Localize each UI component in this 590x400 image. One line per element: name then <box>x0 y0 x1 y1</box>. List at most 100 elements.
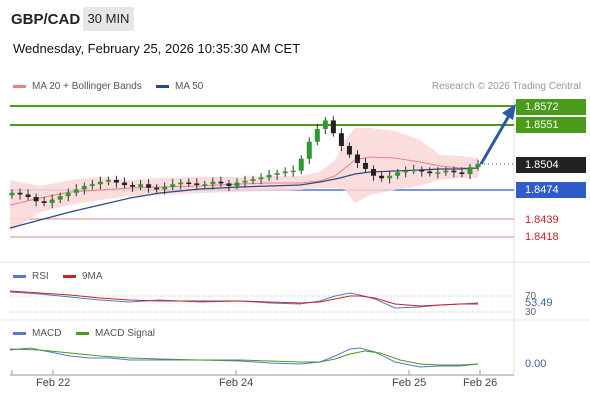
candle-body <box>73 189 79 193</box>
legend-macd-signal-label: MACD Signal <box>95 328 156 339</box>
rsi-tick-70: 70 <box>525 291 537 302</box>
candle-body <box>105 180 111 182</box>
legend-macd-signal: MACD Signal <box>76 328 155 339</box>
pivot-label: 1.8474 <box>516 182 586 198</box>
candle-body <box>419 169 425 172</box>
candle-body <box>25 194 31 198</box>
legend-ma20-bollinger: MA 20 + Bollinger Bands <box>13 81 142 92</box>
candle-body <box>290 170 296 173</box>
candle-body <box>411 169 417 172</box>
macd-signal-swatch <box>76 332 89 335</box>
candle-body <box>194 183 200 186</box>
current-price-label: 1.8504 <box>516 157 586 173</box>
symbol-title: GBP/CAD <box>11 11 81 28</box>
candle-body <box>387 175 393 179</box>
rsi-value: 53.49 <box>525 297 553 309</box>
candle-body <box>81 185 87 190</box>
candle-body <box>298 158 304 171</box>
candle-body <box>266 174 272 178</box>
candle-body <box>97 181 103 185</box>
candle-body <box>170 184 176 187</box>
candle-body <box>258 177 264 180</box>
x-label-feb26: Feb 26 <box>463 377 498 389</box>
projection-arrow-head <box>502 104 516 120</box>
candle-body <box>178 182 184 185</box>
candle-body <box>41 201 47 203</box>
candle-body <box>467 167 473 175</box>
macd-value: 0.00 <box>525 358 547 370</box>
candle-body <box>435 172 441 174</box>
candle-body <box>330 120 336 134</box>
timeframe-badge[interactable]: 30 MIN <box>83 7 134 31</box>
legend-ma50: MA 50 <box>156 81 203 92</box>
ma50-swatch <box>156 85 169 88</box>
legend-rsi-label: RSI <box>32 271 49 282</box>
candle-body <box>17 192 23 195</box>
projection-arrow-line <box>479 113 512 165</box>
candle-body <box>274 173 280 175</box>
candle-body <box>338 133 344 146</box>
candle-body <box>459 172 465 175</box>
legend-ma50-label: MA 50 <box>175 81 204 92</box>
candle-body <box>379 175 385 179</box>
candle-body <box>250 179 256 181</box>
candle-body <box>162 186 168 190</box>
x-label-feb22: Feb 22 <box>36 377 71 389</box>
candle-body <box>371 168 377 176</box>
candle-body <box>9 192 15 196</box>
bollinger-band <box>10 128 478 232</box>
macd-signal-line <box>9 348 479 366</box>
candle-body <box>403 170 409 173</box>
legend-macd-label: MACD <box>32 328 62 339</box>
datetime-label: Wednesday, February 25, 2026 10:35:30 AM… <box>13 41 301 56</box>
candle-body <box>186 182 192 185</box>
support-label-1: 1.8439 <box>525 214 559 226</box>
candle-body <box>218 181 224 184</box>
candle-body <box>226 183 232 186</box>
candle-body <box>154 187 160 190</box>
ma20-line <box>9 156 478 206</box>
candle-body <box>242 180 248 183</box>
x-label-feb24: Feb 24 <box>219 377 254 389</box>
candle-body <box>306 141 312 159</box>
candle-body <box>451 170 457 173</box>
candle-body <box>322 120 328 129</box>
candle-body <box>138 184 144 187</box>
candle-body <box>363 162 369 169</box>
candle-body <box>475 163 481 168</box>
candle-body <box>202 184 208 186</box>
candle-body <box>282 171 288 174</box>
macd-line <box>9 347 479 368</box>
candle-body <box>57 196 63 200</box>
candle-body <box>121 182 127 186</box>
rsi-tick-30: 30 <box>525 307 537 318</box>
research-credit: Research © 2026 Trading Central <box>431 81 581 92</box>
x-label-feb25: Feb 25 <box>392 377 427 389</box>
legend-rsi-ma: 9MA <box>63 271 103 282</box>
candle-body <box>89 184 95 186</box>
candle-body <box>314 128 320 142</box>
candle-body <box>234 182 240 186</box>
candle-body <box>427 171 433 174</box>
legend-rsi-ma-label: 9MA <box>82 271 103 282</box>
candle-body <box>49 199 55 203</box>
rsi-ma-swatch <box>63 275 76 278</box>
resistance-label-1: 1.8572 <box>516 99 586 115</box>
legend-rsi: RSI <box>13 271 49 282</box>
candle-body <box>33 197 39 202</box>
candle-body <box>395 172 401 176</box>
candle-body <box>113 180 119 183</box>
candle-body <box>130 185 136 187</box>
support-label-2: 1.8418 <box>525 231 559 243</box>
candle-body <box>346 145 352 155</box>
legend-ma20-label: MA 20 + Bollinger Bands <box>32 81 142 92</box>
rsi-line <box>9 291 479 309</box>
candles-group <box>9 116 481 209</box>
candle-body <box>210 181 216 185</box>
rsi-ma-line <box>9 290 478 307</box>
candle-body <box>354 154 360 163</box>
ma20-swatch <box>13 85 26 88</box>
macd-swatch <box>13 332 26 335</box>
